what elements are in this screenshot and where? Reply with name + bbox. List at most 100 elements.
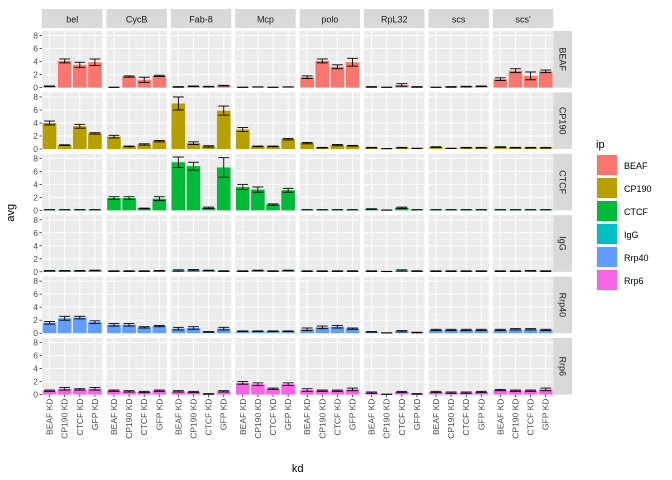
bar (57, 318, 72, 334)
y-tick-label: 8 (33, 31, 38, 41)
bar (42, 322, 57, 334)
x-tick-label: BEAF KD (431, 399, 441, 435)
legend-key (597, 178, 617, 198)
row-strip-label: Rrp40 (558, 293, 568, 318)
panel-background (106, 215, 167, 272)
legend-key (597, 155, 617, 175)
bar (152, 141, 167, 149)
panel-background (364, 276, 425, 334)
bar (315, 390, 330, 395)
bar (88, 62, 102, 88)
y-tick-label: 0 (33, 83, 38, 93)
y-tick-label: 8 (33, 153, 38, 163)
panel-background (428, 153, 489, 211)
bar (508, 70, 523, 88)
col-strip (428, 9, 489, 28)
legend-label: CTCF (624, 207, 648, 217)
bar (251, 189, 265, 211)
bar (216, 110, 231, 149)
bar (171, 391, 186, 395)
x-tick-label: BEAF KD (45, 399, 55, 435)
y-tick-label: 4 (33, 364, 38, 374)
x-tick-label: GFP KD (412, 399, 422, 431)
row-strip-label: BEAF (558, 48, 568, 72)
bar (493, 147, 508, 149)
y-tick-label: 0 (33, 205, 38, 215)
legend-key (597, 247, 617, 267)
bar (216, 167, 231, 211)
panel-background (170, 338, 232, 395)
panel-background (428, 31, 489, 88)
x-tick-label: CP190 KD (188, 399, 198, 439)
bar (152, 326, 167, 334)
bar (216, 391, 231, 395)
legend-key (597, 224, 617, 244)
row-strip-label: CTCF (558, 170, 568, 194)
panel-background (492, 276, 554, 334)
y-tick-label: 0 (33, 144, 38, 154)
y-tick-label: 2 (33, 254, 38, 264)
bar (42, 122, 57, 149)
col-strip-label: scs' (515, 15, 531, 25)
bar (171, 328, 186, 334)
y-tick-label: 2 (33, 315, 38, 325)
bar (107, 324, 121, 334)
panel-background (42, 215, 103, 272)
panel-background (492, 153, 554, 211)
bar (493, 329, 508, 334)
panel-background (170, 215, 232, 272)
x-tick-label: CTCF KD (139, 399, 149, 436)
y-tick-label: 4 (33, 57, 38, 67)
bar (107, 390, 121, 395)
bar (137, 208, 152, 211)
bar (137, 144, 152, 149)
bar (122, 324, 136, 334)
legend-key (597, 201, 617, 221)
bar (235, 382, 250, 395)
y-tick-label: 2 (33, 131, 38, 141)
x-tick-label: GFP KD (476, 399, 486, 431)
legend-label: IgG (624, 230, 639, 240)
y-tick-label: 4 (33, 179, 38, 189)
panel-background (235, 276, 296, 334)
bar (266, 204, 280, 211)
x-tick-label: CTCF KD (397, 399, 407, 436)
bar (459, 329, 474, 334)
y-tick-label: 4 (33, 118, 38, 128)
x-tick-label: CP190 KD (446, 399, 456, 439)
bar (122, 146, 136, 149)
x-tick-label: GFP KD (219, 399, 229, 431)
bar (281, 139, 295, 149)
panel-background (364, 92, 425, 149)
bar (88, 133, 102, 149)
bar (300, 329, 314, 334)
bar (137, 79, 152, 88)
bar (88, 388, 102, 395)
panel-background (492, 338, 554, 395)
bar (251, 384, 265, 395)
row-strip (552, 215, 572, 272)
panel-background (42, 153, 103, 211)
row-strip (552, 338, 572, 395)
bar (137, 327, 152, 334)
panel-background (364, 153, 425, 211)
bar (122, 391, 136, 395)
col-strip-label: Fab-8 (189, 15, 213, 25)
bar (345, 62, 360, 88)
bar (88, 322, 102, 334)
row-strip-label: Rrp6 (558, 357, 568, 377)
bar (474, 391, 489, 395)
y-tick-label: 0 (33, 267, 38, 277)
bar (186, 166, 201, 211)
panel-background (42, 338, 103, 395)
bar (137, 391, 152, 395)
bar (42, 390, 57, 395)
bar (171, 162, 186, 211)
bar (493, 390, 508, 395)
col-strip (299, 9, 361, 28)
panel-background (492, 92, 554, 149)
bar (107, 198, 121, 211)
bar (201, 207, 216, 211)
y-tick-label: 6 (33, 105, 38, 115)
y-tick-label: 2 (33, 70, 38, 80)
